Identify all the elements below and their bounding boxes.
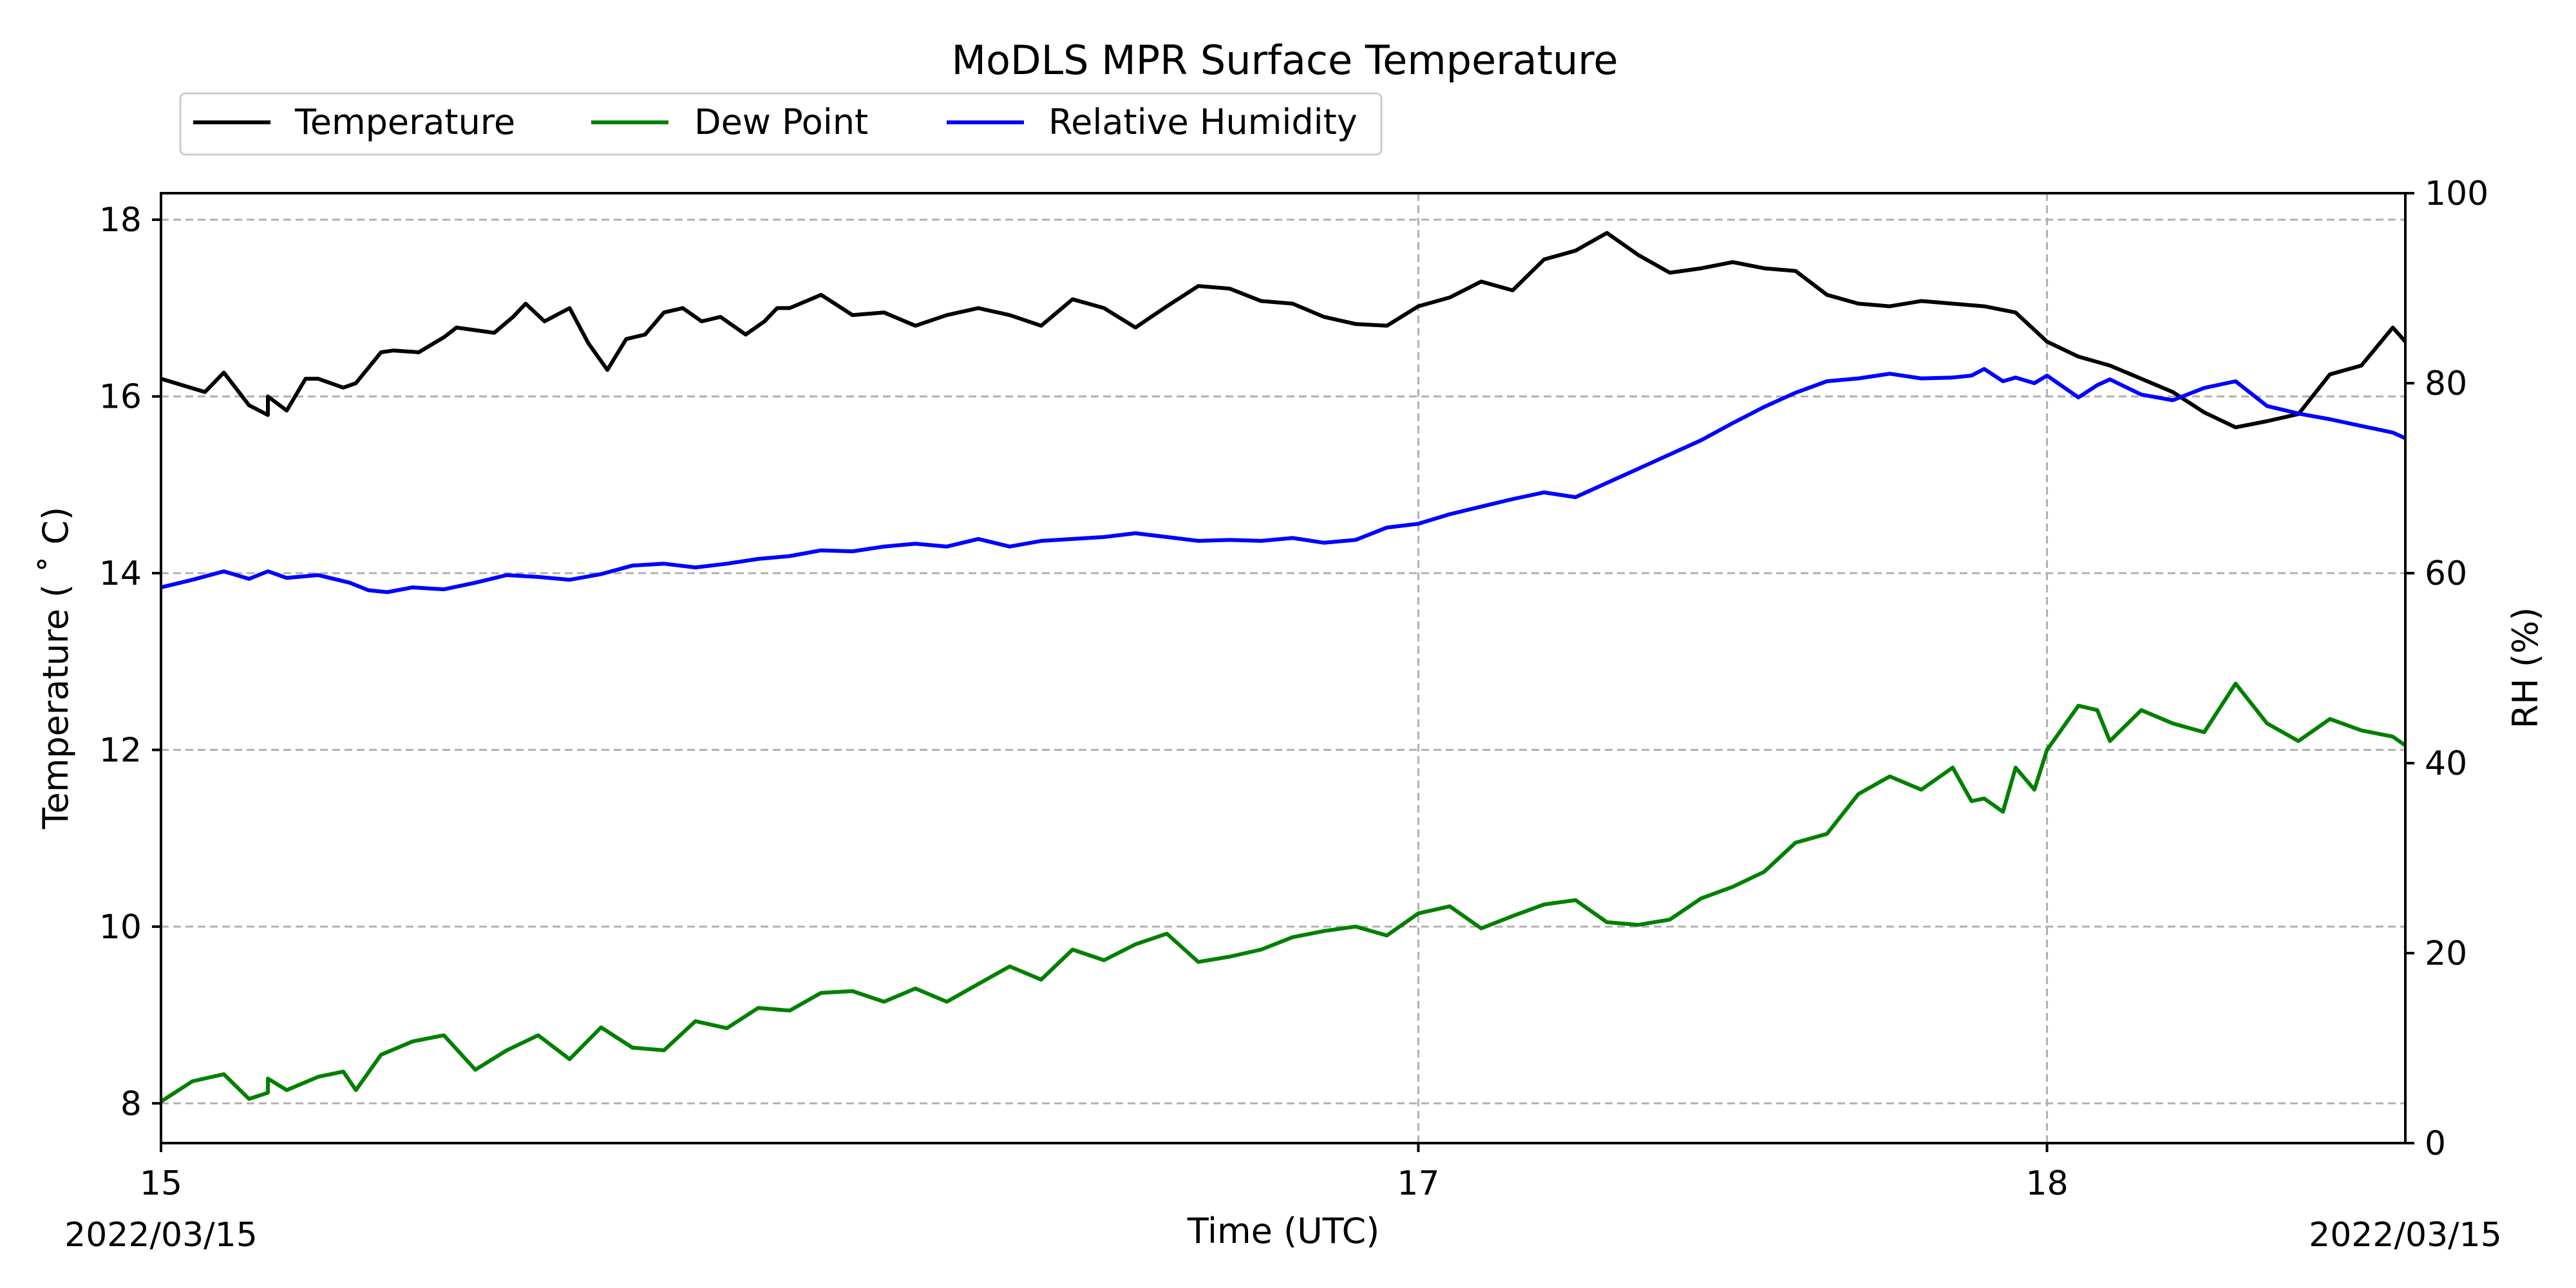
y-left-tick-label: 18	[99, 201, 142, 240]
series-group	[160, 231, 2407, 1104]
series-line-dew-point	[160, 681, 2407, 1104]
legend-label-dew-point: Dew Point	[694, 102, 868, 142]
chart-legend: Temperature Dew Point Relative Humidity	[179, 92, 1383, 156]
y-right-tick-label: 20	[2425, 934, 2467, 973]
y-left-tick-label: 12	[99, 731, 142, 770]
legend-label-temperature: Temperature	[294, 102, 515, 142]
y-right-tick-label: 80	[2425, 365, 2467, 403]
y-left-tick-label: 8	[120, 1084, 142, 1123]
x-axis-label: Time (UTC)	[1187, 1211, 1380, 1251]
chart-grid	[160, 193, 2405, 1143]
x-start-date-label: 2022/03/15	[64, 1216, 258, 1255]
y-left-tick-label: 14	[99, 554, 142, 593]
plot-frame	[160, 192, 2407, 1144]
y-left-tick-label: 10	[99, 908, 142, 947]
legend-frame	[179, 92, 1383, 156]
x-tick-label: 15	[140, 1164, 182, 1203]
chart-title: MoDLS MPR Surface Temperature	[951, 37, 1618, 84]
series-line-relative-humidity	[160, 366, 2407, 594]
x-tick-label: 18	[2025, 1164, 2068, 1203]
axis-ticks: 8 10 12 14 16 18 0 20 40 60 80 100 15 17 18	[99, 175, 2488, 1203]
y-right-tick-label: 40	[2425, 744, 2467, 783]
x-end-date-label: 2022/03/15	[2309, 1216, 2502, 1255]
y-axis-left-label: Temperature ( ˚ C)	[35, 507, 76, 829]
y-axis-right-label: RH (%)	[2505, 607, 2546, 729]
series-line-temperature	[160, 231, 2407, 430]
y-left-tick-label: 16	[99, 378, 142, 417]
y-right-tick-label: 60	[2425, 554, 2467, 593]
x-tick-label: 17	[1397, 1164, 1439, 1203]
legend-label-relative-humidity: Relative Humidity	[1048, 102, 1358, 142]
y-right-tick-label: 100	[2425, 175, 2488, 213]
y-right-tick-label: 0	[2425, 1124, 2446, 1163]
